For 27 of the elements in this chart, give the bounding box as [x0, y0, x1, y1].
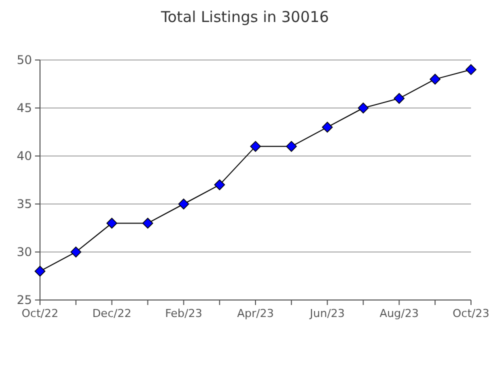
y-tick-label: 30	[16, 245, 32, 260]
y-tick-label: 40	[16, 149, 32, 164]
y-tick-label: 35	[16, 197, 32, 212]
x-tick-label: Oct/22	[22, 307, 58, 320]
point	[106, 218, 118, 229]
point	[250, 141, 261, 152]
point	[394, 93, 405, 104]
y-tick-label: 25	[16, 293, 32, 308]
point	[466, 64, 476, 75]
point	[214, 179, 225, 190]
point	[142, 218, 154, 229]
point	[358, 102, 369, 114]
y-tick-label: 50	[16, 53, 32, 68]
x-tick-label: Apr/23	[237, 307, 274, 320]
point	[70, 246, 82, 258]
point	[430, 74, 440, 85]
point	[286, 141, 297, 152]
point	[34, 266, 46, 277]
chart-title: Total Listings in 30016	[160, 8, 329, 26]
x-tick-label: Feb/23	[165, 307, 202, 320]
point	[178, 198, 190, 210]
x-tick-label: Aug/23	[380, 307, 419, 320]
x-tick-label: Jun/23	[308, 307, 345, 320]
x-tick-label: Oct/23	[452, 307, 490, 320]
y-tick-label: 45	[16, 101, 32, 116]
x-tick-label: Dec/22	[92, 307, 132, 320]
point	[322, 122, 333, 133]
